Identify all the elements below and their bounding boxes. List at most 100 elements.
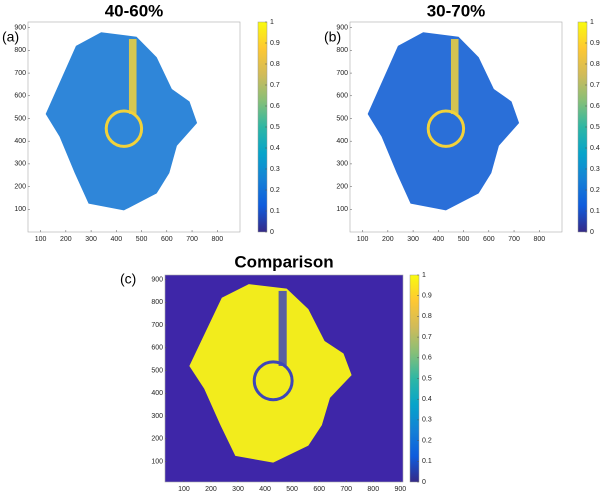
colorbar-tick-label: 0.9 (590, 40, 600, 47)
stripe (128, 39, 137, 114)
x-tick-label: 200 (60, 236, 72, 243)
colorbar-tick-label: 0.4 (422, 396, 432, 403)
panel-label: (b) (324, 29, 341, 45)
colorbar-tick-label: 0.5 (422, 375, 432, 382)
colorbar-tick-label: 1 (590, 19, 594, 26)
sample-region (367, 32, 520, 211)
colorbar-tick-label: 0 (590, 229, 594, 236)
y-tick-label: 300 (14, 161, 26, 168)
x-tick-label: 400 (259, 486, 271, 493)
colorbar-tick-label: 0.2 (270, 187, 280, 194)
x-tick-label: 200 (205, 486, 217, 493)
x-tick-label: 900 (394, 486, 406, 493)
x-tick-label: 400 (110, 236, 122, 243)
colorbar-tick-label: 0.6 (422, 355, 432, 362)
x-tick-label: 600 (483, 236, 495, 243)
panel-label: (a) (2, 29, 19, 45)
colorbar-tick-label: 0.8 (270, 61, 280, 68)
colorbar-tick-label: 0.1 (270, 208, 280, 215)
y-tick-label: 400 (151, 390, 163, 397)
x-tick-label: 400 (432, 236, 444, 243)
colorbar-tick-label: 0.3 (270, 166, 280, 173)
hole (104, 109, 144, 148)
colorbar-tick-label: 0.1 (590, 208, 600, 215)
colorbar-tick-label: 0 (270, 229, 274, 236)
y-tick-label: 500 (151, 367, 163, 374)
y-tick-label: 200 (151, 436, 163, 443)
y-tick-label: 500 (336, 115, 348, 122)
colorbar-tick-label: 0.3 (590, 166, 600, 173)
sample-region (189, 284, 352, 463)
colorbar-tick-label: 0.5 (270, 124, 280, 131)
x-tick-label: 800 (211, 236, 223, 243)
y-tick-label: 300 (336, 161, 348, 168)
sample-region (45, 32, 198, 211)
colorbar-tick-label: 0.1 (422, 458, 432, 465)
x-tick-label: 300 (232, 486, 244, 493)
y-tick-label: 600 (151, 345, 163, 352)
colorbar-tick-label: 0 (422, 479, 426, 486)
chart-title: Comparison (234, 252, 333, 271)
colorbar-tick-label: 0.9 (270, 40, 280, 47)
colorbar-tick-label: 0.7 (270, 82, 280, 89)
chart-title: 40-60% (105, 1, 164, 20)
colorbar-tick-label: 0.8 (422, 313, 432, 320)
colorbar-tick-label: 0.3 (422, 417, 432, 424)
y-tick-label: 400 (336, 138, 348, 145)
panel-label: (c) (120, 271, 136, 287)
colorbar-tick-label: 0.4 (270, 145, 280, 152)
y-tick-label: 100 (14, 206, 26, 213)
colorbar-tick-label: 0.6 (590, 103, 600, 110)
x-tick-label: 300 (85, 236, 97, 243)
x-tick-label: 300 (407, 236, 419, 243)
x-tick-label: 500 (458, 236, 470, 243)
y-tick-label: 300 (151, 413, 163, 420)
y-tick-label: 700 (14, 70, 26, 77)
colorbar-tick-label: 0.9 (422, 293, 432, 300)
x-tick-label: 100 (35, 236, 47, 243)
colorbar-tick-label: 0.2 (422, 437, 432, 444)
colorbar-tick-label: 0.2 (590, 187, 600, 194)
y-tick-label: 200 (14, 183, 26, 190)
x-tick-label: 500 (136, 236, 148, 243)
y-tick-label: 700 (151, 322, 163, 329)
colorbar-tick-label: 0.8 (590, 61, 600, 68)
y-tick-label: 500 (14, 115, 26, 122)
y-tick-label: 600 (14, 93, 26, 100)
chart-title: 30-70% (427, 1, 486, 20)
x-tick-label: 100 (178, 486, 190, 493)
colorbar-tick-label: 0.6 (270, 103, 280, 110)
y-tick-label: 700 (336, 70, 348, 77)
x-tick-label: 600 (161, 236, 173, 243)
x-tick-label: 700 (186, 236, 198, 243)
x-tick-label: 800 (533, 236, 545, 243)
x-tick-label: 700 (508, 236, 520, 243)
y-tick-label: 800 (336, 47, 348, 54)
colorbar-tick-label: 0.5 (590, 124, 600, 131)
y-tick-label: 200 (336, 183, 348, 190)
colorbar-tick-label: 0.4 (590, 145, 600, 152)
colorbar-tick-label: 0.7 (590, 82, 600, 89)
y-tick-label: 900 (14, 25, 26, 32)
stripe (450, 39, 459, 114)
x-tick-label: 500 (286, 486, 298, 493)
x-tick-label: 800 (367, 486, 379, 493)
x-tick-label: 100 (357, 236, 369, 243)
x-tick-label: 600 (313, 486, 325, 493)
stripe (278, 290, 287, 366)
colorbar-tick-label: 0.7 (422, 334, 432, 341)
y-tick-label: 900 (336, 25, 348, 32)
colorbar-tick-label: 1 (422, 272, 426, 279)
y-tick-label: 100 (151, 458, 163, 465)
y-tick-label: 400 (14, 138, 26, 145)
y-tick-label: 100 (336, 206, 348, 213)
colorbar-tick-label: 1 (270, 19, 274, 26)
y-tick-label: 900 (151, 276, 163, 283)
y-tick-label: 800 (151, 299, 163, 306)
hole (252, 360, 294, 402)
hole (426, 109, 466, 148)
x-tick-label: 200 (382, 236, 394, 243)
x-tick-label: 700 (340, 486, 352, 493)
y-tick-label: 800 (14, 47, 26, 54)
